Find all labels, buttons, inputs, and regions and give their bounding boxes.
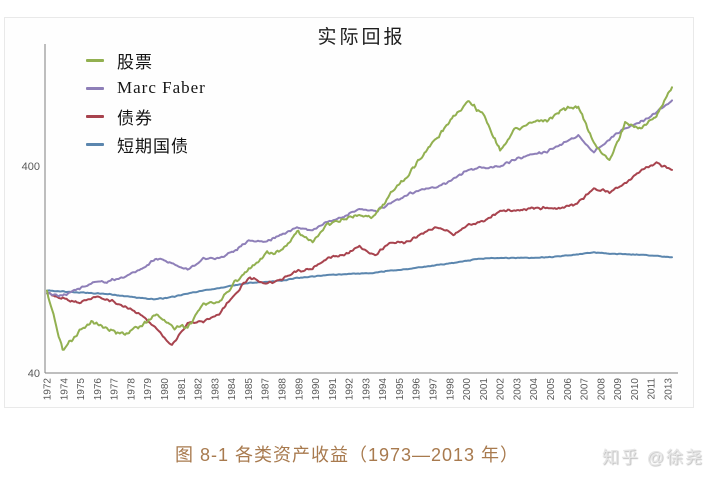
x-tick-label: 1996 <box>412 378 423 401</box>
series-line-tbills <box>46 251 673 301</box>
x-tick-label: 2004 <box>529 378 540 401</box>
series-line-bonds <box>46 161 673 346</box>
legend-item-stocks: 股票 <box>86 46 206 74</box>
x-tick-label: 2002 <box>496 378 507 401</box>
x-tick-label: 2007 <box>580 378 591 401</box>
legend-item-bonds: 债券 <box>86 102 206 130</box>
x-tick-label: 2013 <box>664 378 675 401</box>
tbills-line-swatch <box>86 142 104 146</box>
x-tick-label: 1979 <box>143 378 154 401</box>
x-tick-label: 1980 <box>160 378 171 401</box>
x-tick-label: 1975 <box>76 378 87 401</box>
y-tick-label: 40 <box>28 368 40 380</box>
x-tick-label: 1977 <box>110 378 121 401</box>
x-tick-label: 1998 <box>445 378 456 401</box>
legend-label: Marc Faber <box>117 78 206 97</box>
x-tick-label: 1976 <box>93 378 104 401</box>
stocks-line-swatch <box>86 58 104 62</box>
chart-title: 实际回报 <box>317 27 406 48</box>
x-tick-label: 1983 <box>210 378 221 401</box>
chart-legend: 股票 Marc Faber 债券 短期国债 <box>86 46 206 158</box>
x-tick-label: 2009 <box>613 378 624 401</box>
x-tick-label: 1990 <box>311 378 322 401</box>
x-tick-label: 1985 <box>244 378 255 401</box>
legend-label: 短期国债 <box>117 136 189 156</box>
x-tick-label: 1974 <box>59 378 70 401</box>
x-tick-label: 2001 <box>479 378 490 401</box>
x-tick-label: 1992 <box>345 378 356 401</box>
x-tick-label: 1972 <box>43 378 54 401</box>
x-tick-label: 2005 <box>546 378 557 401</box>
marc-faber-line-swatch <box>86 86 104 90</box>
figure-caption: 图 8-1 各类资产收益（1973—2013 年） <box>174 445 520 465</box>
legend-item-marc-faber: Marc Faber <box>86 74 206 102</box>
x-tick-label: 1993 <box>361 378 372 401</box>
x-tick-label: 1978 <box>126 378 137 401</box>
x-tick-label: 1997 <box>429 378 440 401</box>
x-tick-label: 2008 <box>596 378 607 401</box>
x-tick-label: 1995 <box>395 378 406 401</box>
x-tick-label: 2000 <box>462 378 473 401</box>
x-tick-label: 1981 <box>177 378 188 401</box>
x-tick-label: 2003 <box>512 378 523 401</box>
y-tick-label: 400 <box>22 161 40 173</box>
x-tick-label: 1984 <box>227 378 238 401</box>
watermark: 知乎 @徐尧 <box>602 448 704 467</box>
x-tick-label: 1994 <box>378 378 389 401</box>
x-tick-label: 2010 <box>630 378 641 401</box>
series-line-stocks <box>46 86 673 351</box>
x-tick-label: 2011 <box>647 378 658 400</box>
series-line-marc-faber <box>46 99 673 298</box>
legend-item-tbills: 短期国债 <box>86 130 206 158</box>
x-tick-label: 2006 <box>563 378 574 401</box>
x-tick-label: 1991 <box>328 378 339 401</box>
x-tick-label: 1987 <box>261 378 272 401</box>
legend-label: 股票 <box>117 52 153 72</box>
x-tick-label: 1988 <box>277 378 288 401</box>
x-tick-label: 1989 <box>294 378 305 401</box>
bonds-line-swatch <box>86 114 104 118</box>
legend-label: 债券 <box>117 108 153 128</box>
x-tick-label: 1982 <box>194 378 205 401</box>
